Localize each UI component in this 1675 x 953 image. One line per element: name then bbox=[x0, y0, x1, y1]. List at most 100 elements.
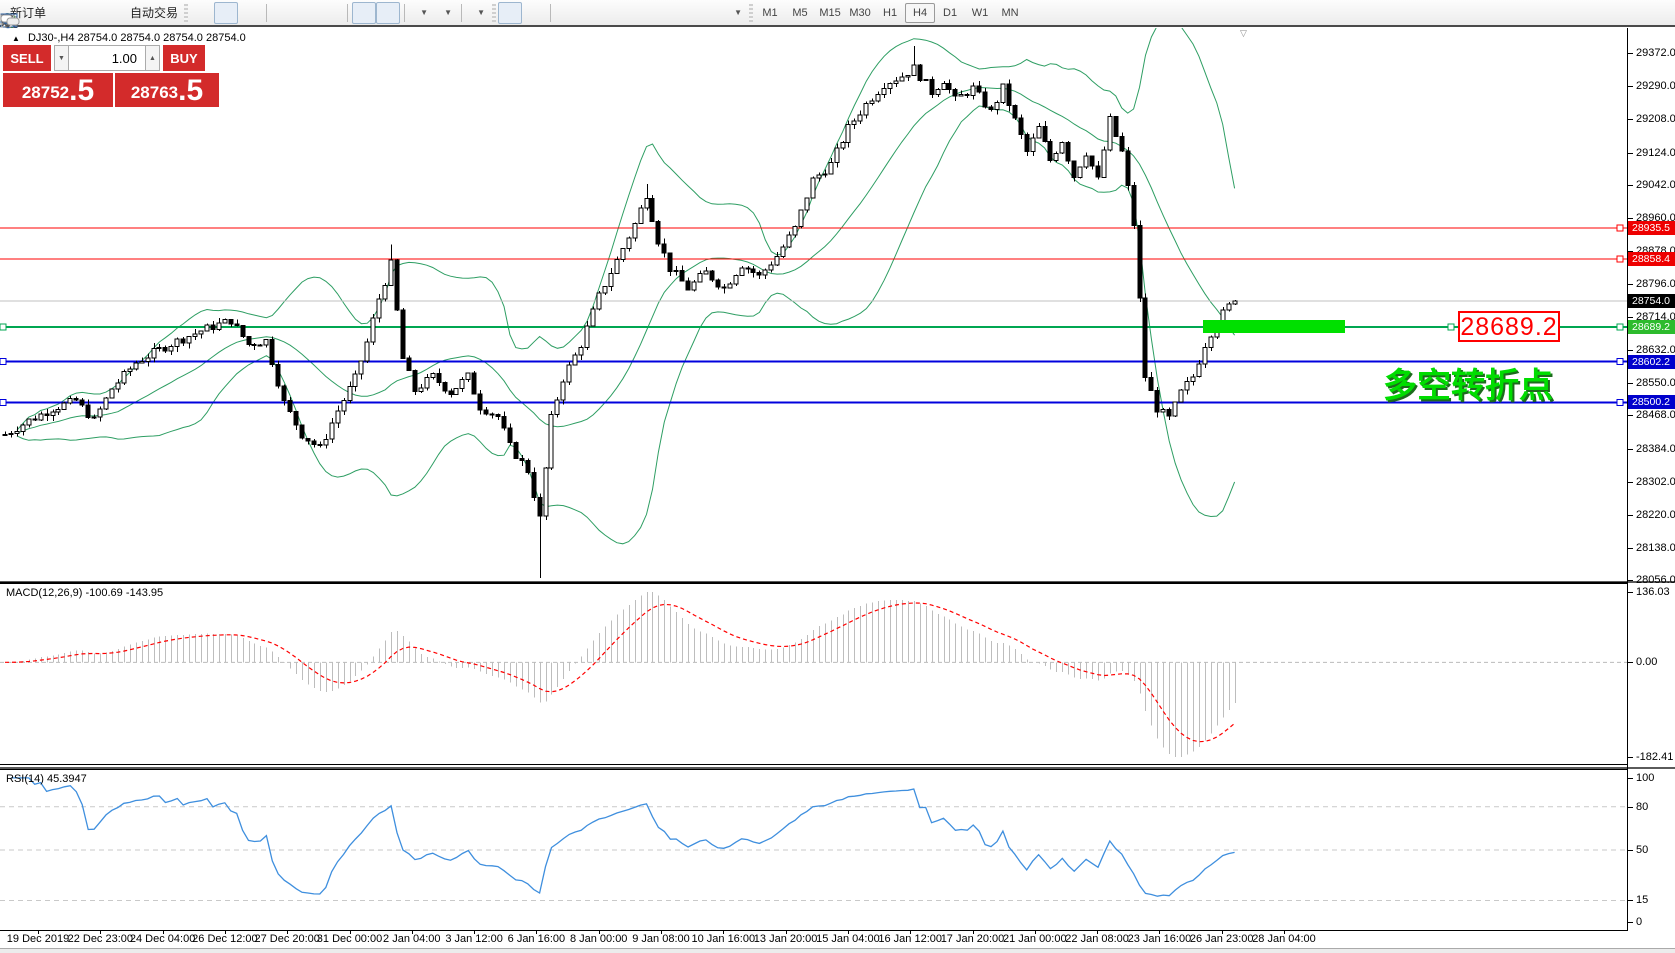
volume-down-button[interactable]: ▼ bbox=[54, 45, 69, 71]
axis-tick-label: 15 bbox=[1636, 894, 1649, 907]
ask-price[interactable]: 28763.5 bbox=[115, 73, 219, 107]
new-chart-dropdown[interactable]: ▼ bbox=[0, 2, 433, 28]
line-handle[interactable] bbox=[1616, 323, 1624, 331]
tf-m30[interactable]: M30 bbox=[849, 6, 871, 19]
equidistant-channel-button[interactable]: E bbox=[1, 2, 651, 29]
metaeditor-button[interactable] bbox=[0, 2, 74, 27]
chart-shift-button[interactable] bbox=[1, 1, 401, 25]
axis-tick-label: 28302.0 bbox=[1636, 475, 1675, 488]
tf-m15[interactable]: M15 bbox=[819, 6, 841, 19]
buy-button[interactable]: BUY bbox=[163, 45, 205, 71]
macd-panel[interactable] bbox=[0, 584, 1627, 764]
new-order-label: 新订单 bbox=[10, 6, 47, 20]
rsi-bottom-border bbox=[0, 930, 1628, 931]
current-price-badge: 28754.0 bbox=[1628, 293, 1675, 308]
line-handle[interactable] bbox=[0, 323, 7, 331]
horizontal-line-button[interactable] bbox=[1, 2, 603, 24]
axis-tick bbox=[1627, 382, 1633, 384]
axis-tick-label: 28384.0 bbox=[1636, 443, 1675, 455]
text-label-button[interactable]: T bbox=[0, 2, 723, 28]
axis-tick-label: 28138.0 bbox=[1636, 541, 1675, 554]
axis-tick-label: 50 bbox=[1636, 844, 1649, 856]
highlight-rectangle[interactable] bbox=[1203, 319, 1345, 333]
zoom-in-button[interactable] bbox=[1, 2, 295, 28]
line-handle[interactable] bbox=[1447, 323, 1455, 331]
time-label: 31 Dec 00:00 bbox=[316, 933, 383, 945]
dropdown-caret: ▼ bbox=[734, 8, 742, 17]
price-callout-label[interactable]: 28689.2 bbox=[1458, 311, 1560, 343]
time-label: 24 Dec 04:00 bbox=[129, 933, 196, 945]
price-chart[interactable] bbox=[0, 28, 1627, 582]
line-chart-button[interactable] bbox=[0, 2, 262, 27]
dropdown-caret: ▼ bbox=[420, 8, 428, 17]
tf-h4[interactable]: H4 bbox=[905, 2, 936, 23]
line-handle[interactable] bbox=[1616, 255, 1624, 263]
panel-divider[interactable] bbox=[0, 766, 1675, 769]
axis-tick bbox=[1627, 185, 1633, 187]
annotation-text[interactable]: 多空转折点 bbox=[1383, 367, 1553, 405]
profile-button[interactable] bbox=[1, 2, 98, 26]
text-button[interactable]: A bbox=[2, 2, 699, 28]
line-handle[interactable] bbox=[1616, 398, 1624, 406]
line-handle[interactable] bbox=[1616, 358, 1624, 366]
rsi-panel[interactable] bbox=[0, 770, 1627, 930]
dropdown-caret: ▼ bbox=[444, 8, 452, 17]
time-label: 9 Jan 08:00 bbox=[632, 933, 690, 945]
periodicity-dropdown[interactable]: ▼ bbox=[0, 2, 457, 28]
vertical-line-button[interactable] bbox=[5, 2, 579, 27]
panel-divider[interactable] bbox=[0, 580, 1675, 583]
candlestick-chart-button[interactable] bbox=[1, 1, 239, 27]
time-label: 23 Jan 16:00 bbox=[1127, 933, 1192, 945]
bid-price[interactable]: 28752.5 bbox=[3, 73, 113, 107]
tf-w1[interactable]: W1 bbox=[971, 6, 989, 19]
cursor-button[interactable] bbox=[3, 1, 523, 27]
crosshair-button[interactable] bbox=[1, 2, 546, 27]
axis-tick-label: 136.03 bbox=[1636, 585, 1670, 598]
chat-button[interactable] bbox=[0, 2, 1673, 25]
sell-button[interactable]: SELL bbox=[3, 45, 51, 71]
axis-tick bbox=[1627, 118, 1633, 120]
axis-tick bbox=[1627, 756, 1633, 758]
auto-scroll-button[interactable] bbox=[1, 1, 377, 25]
time-tick bbox=[536, 931, 538, 934]
search-button[interactable] bbox=[1, 2, 1649, 28]
one-click-trading-panel: SELL ▼ 1.00 ▲ BUY 28752.5 28763.5 bbox=[3, 45, 219, 107]
axis-tick bbox=[1627, 152, 1633, 154]
zoom-out-button[interactable] bbox=[1, 2, 319, 28]
autotrading-button[interactable]: 自动交易 bbox=[1, 2, 182, 28]
time-tick bbox=[1221, 931, 1223, 934]
fibonacci-button[interactable]: F bbox=[1, 2, 675, 29]
arrows-dropdown[interactable]: ▼ bbox=[1, 2, 747, 27]
time-label: 28 Jan 04:00 bbox=[1252, 933, 1316, 945]
line-handle[interactable] bbox=[0, 398, 7, 406]
trendline-button[interactable] bbox=[1, 2, 627, 26]
tile-windows-button[interactable] bbox=[1, 2, 343, 26]
toolbar-separator bbox=[404, 3, 406, 22]
tf-m1[interactable]: M1 bbox=[762, 6, 778, 19]
toolbar-grip bbox=[184, 3, 189, 22]
axis-tick-label: 29290.0 bbox=[1636, 80, 1675, 93]
rsi-line bbox=[10, 777, 1235, 897]
toolbar-grip bbox=[749, 3, 754, 22]
tf-d1[interactable]: D1 bbox=[943, 6, 958, 19]
macd-top-border bbox=[0, 583, 1628, 584]
volume-input[interactable]: 1.00 bbox=[69, 45, 145, 71]
signals-button[interactable] bbox=[1, 2, 122, 27]
toolbar-grip bbox=[492, 3, 497, 22]
line-handle[interactable] bbox=[0, 358, 7, 366]
macd-signal-line bbox=[5, 602, 1235, 743]
level-badge-28602.2: 28602.2 bbox=[1628, 354, 1675, 369]
collapse-triangle-icon[interactable]: ▲ bbox=[12, 34, 20, 43]
tf-m5[interactable]: M5 bbox=[792, 6, 808, 19]
tf-h1[interactable]: H1 bbox=[883, 6, 898, 19]
time-tick bbox=[162, 931, 164, 934]
indicators-dropdown[interactable]: ▼ bbox=[0, 2, 490, 27]
axis-tick-label: 28468.0 bbox=[1636, 409, 1675, 422]
volume-up-button[interactable]: ▲ bbox=[145, 45, 160, 71]
line-handle[interactable] bbox=[1616, 224, 1624, 232]
axis-tick bbox=[1627, 349, 1633, 351]
tf-mn[interactable]: MN bbox=[1001, 6, 1019, 19]
axis-tick bbox=[1627, 591, 1633, 593]
bar-chart-button[interactable] bbox=[1, 2, 214, 26]
time-tick bbox=[349, 931, 351, 934]
